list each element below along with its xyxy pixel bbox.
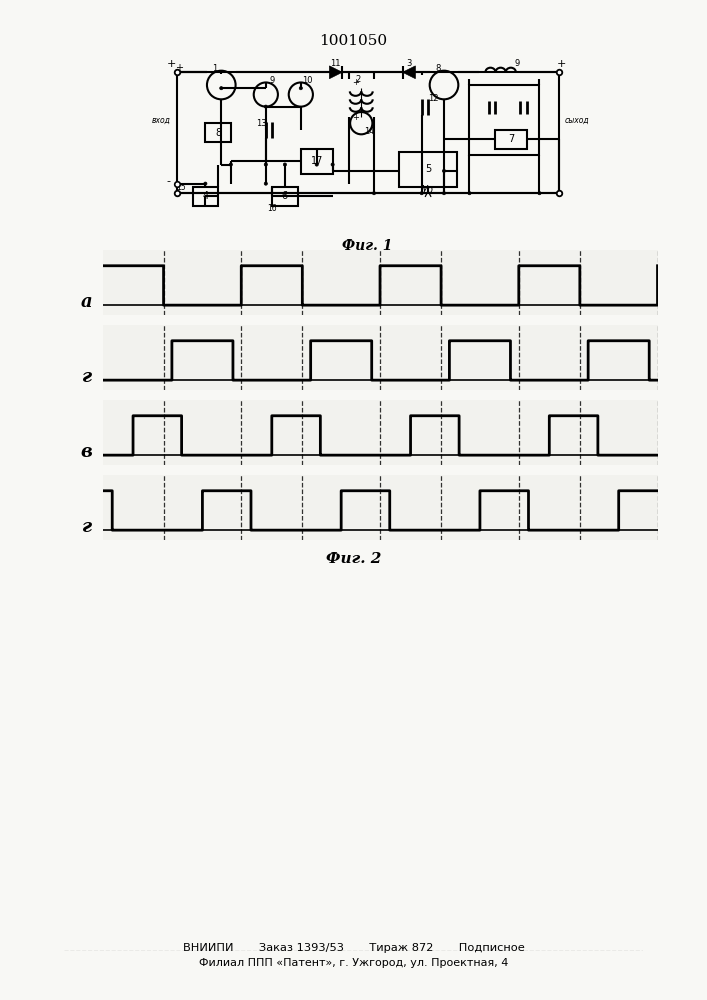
Text: 14: 14 <box>364 127 375 136</box>
Text: +: + <box>351 78 358 87</box>
Text: 17: 17 <box>310 156 323 166</box>
Circle shape <box>264 182 267 185</box>
Bar <box>300 149 332 174</box>
Circle shape <box>264 105 267 108</box>
Text: 1001050: 1001050 <box>320 34 387 48</box>
Text: 6: 6 <box>282 191 288 201</box>
Circle shape <box>284 163 286 166</box>
Circle shape <box>204 182 207 185</box>
Polygon shape <box>329 66 342 79</box>
Text: 9: 9 <box>269 76 275 85</box>
Text: 2: 2 <box>355 75 360 84</box>
Text: +: + <box>168 59 177 69</box>
Text: 13: 13 <box>256 119 267 128</box>
Bar <box>495 130 527 149</box>
Text: +: + <box>175 63 183 73</box>
Text: 12: 12 <box>428 94 438 103</box>
Text: Филиал ППП «Патент», г. Ужгород, ул. Проектная, 4: Филиал ППП «Патент», г. Ужгород, ул. Про… <box>199 958 508 968</box>
Bar <box>192 187 218 206</box>
Text: г: г <box>83 518 93 536</box>
Text: вход: вход <box>151 115 170 124</box>
Circle shape <box>420 192 423 195</box>
Circle shape <box>468 192 471 195</box>
Text: в: в <box>81 443 93 461</box>
Bar <box>399 152 457 187</box>
Text: 3: 3 <box>407 59 411 68</box>
Circle shape <box>229 163 233 166</box>
Circle shape <box>315 163 318 166</box>
Text: 7: 7 <box>508 134 514 144</box>
Text: сыход: сыход <box>565 115 590 124</box>
Text: 11: 11 <box>331 59 341 68</box>
Polygon shape <box>403 66 416 79</box>
Circle shape <box>443 169 445 172</box>
Circle shape <box>264 163 267 166</box>
Text: 8: 8 <box>435 64 440 73</box>
Circle shape <box>443 192 445 195</box>
Text: 8: 8 <box>215 128 221 138</box>
Circle shape <box>299 87 303 90</box>
Text: -: - <box>166 176 170 186</box>
Circle shape <box>538 192 541 195</box>
Text: 9: 9 <box>515 59 520 68</box>
Text: Фиг. 1: Фиг. 1 <box>342 239 393 253</box>
Bar <box>272 187 298 206</box>
Text: Фиг. 2: Фиг. 2 <box>326 552 381 566</box>
Text: ВНИИПИ       Заказ 1393/53       Тираж 872       Подписное: ВНИИПИ Заказ 1393/53 Тираж 872 Подписное <box>182 943 525 953</box>
Text: г: г <box>83 368 93 386</box>
Text: +: + <box>557 59 566 69</box>
Text: 15: 15 <box>177 183 186 192</box>
Text: 1: 1 <box>212 64 218 73</box>
Text: 16: 16 <box>267 204 277 213</box>
Text: +: + <box>351 113 358 122</box>
Text: 4: 4 <box>202 191 209 201</box>
Bar <box>205 123 230 142</box>
Text: 5: 5 <box>425 164 431 174</box>
Text: Уо: Уо <box>422 185 434 195</box>
Text: 10: 10 <box>302 76 312 85</box>
Text: а: а <box>81 293 93 311</box>
Circle shape <box>331 163 334 166</box>
Circle shape <box>220 87 223 90</box>
Circle shape <box>373 192 375 195</box>
Bar <box>469 85 539 155</box>
